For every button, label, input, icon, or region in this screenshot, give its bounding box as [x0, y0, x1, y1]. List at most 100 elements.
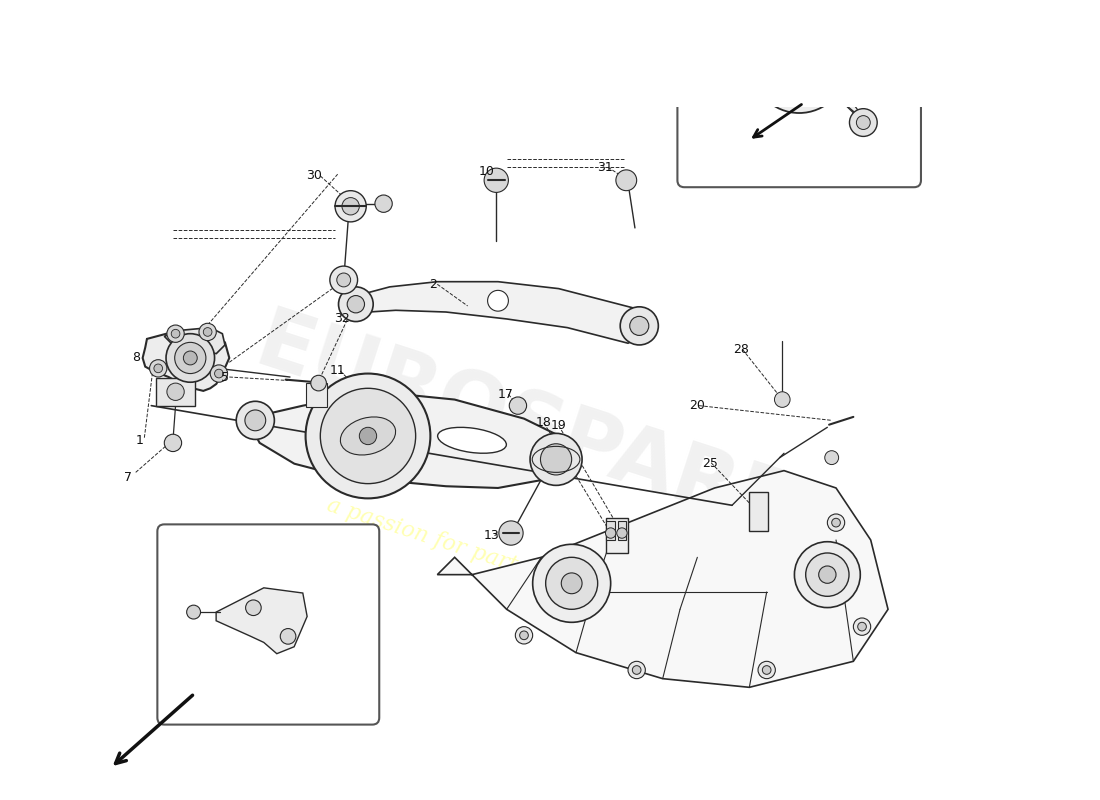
- Text: 18: 18: [536, 417, 552, 430]
- FancyBboxPatch shape: [157, 524, 380, 725]
- Circle shape: [827, 514, 845, 531]
- Text: 20: 20: [690, 399, 705, 412]
- Circle shape: [616, 170, 637, 190]
- Circle shape: [605, 528, 616, 538]
- Circle shape: [330, 266, 358, 294]
- Polygon shape: [740, 0, 795, 33]
- Circle shape: [561, 573, 582, 594]
- Circle shape: [532, 544, 610, 622]
- FancyBboxPatch shape: [678, 0, 921, 187]
- Text: 5: 5: [221, 370, 229, 383]
- Circle shape: [184, 351, 197, 365]
- Text: a passion for parts since 1985: a passion for parts since 1985: [324, 494, 654, 620]
- Text: 19: 19: [551, 419, 566, 432]
- Circle shape: [628, 662, 646, 678]
- Circle shape: [629, 316, 649, 335]
- Circle shape: [519, 631, 528, 640]
- Bar: [749, 492, 769, 531]
- Circle shape: [187, 605, 200, 619]
- Text: 1: 1: [136, 434, 144, 446]
- Circle shape: [857, 116, 870, 130]
- Text: 8: 8: [132, 351, 140, 365]
- Text: 25: 25: [703, 458, 718, 470]
- Circle shape: [342, 198, 360, 215]
- Circle shape: [172, 330, 180, 338]
- Circle shape: [245, 600, 261, 615]
- Circle shape: [245, 410, 266, 430]
- Text: 31: 31: [596, 161, 613, 174]
- Bar: [155, 378, 195, 406]
- Circle shape: [311, 375, 327, 391]
- Circle shape: [199, 323, 217, 341]
- Circle shape: [214, 370, 223, 378]
- Circle shape: [306, 374, 430, 498]
- Circle shape: [849, 109, 877, 137]
- Circle shape: [336, 190, 366, 222]
- Text: 2: 2: [429, 278, 437, 290]
- Circle shape: [758, 662, 776, 678]
- Circle shape: [854, 618, 871, 635]
- Circle shape: [204, 328, 212, 336]
- Ellipse shape: [777, 50, 822, 81]
- Circle shape: [858, 9, 870, 21]
- Text: EUROSPARE: EUROSPARE: [246, 302, 802, 552]
- Circle shape: [730, 0, 761, 3]
- Circle shape: [150, 360, 167, 377]
- Circle shape: [337, 273, 351, 287]
- Circle shape: [540, 444, 572, 475]
- Circle shape: [805, 553, 849, 596]
- Text: 28: 28: [733, 342, 749, 356]
- Circle shape: [825, 450, 838, 465]
- Circle shape: [154, 364, 163, 373]
- Text: 11: 11: [330, 365, 345, 378]
- Circle shape: [360, 427, 376, 445]
- Circle shape: [620, 307, 658, 345]
- Bar: [606, 518, 628, 553]
- Circle shape: [791, 57, 807, 74]
- Polygon shape: [816, 76, 867, 122]
- Circle shape: [375, 195, 393, 212]
- Circle shape: [546, 558, 597, 610]
- Ellipse shape: [438, 427, 506, 454]
- Text: 13: 13: [484, 529, 499, 542]
- Polygon shape: [164, 328, 226, 354]
- Ellipse shape: [340, 417, 396, 455]
- Circle shape: [339, 287, 373, 322]
- Circle shape: [858, 622, 867, 631]
- Circle shape: [832, 518, 840, 527]
- Circle shape: [818, 566, 836, 583]
- Circle shape: [175, 342, 206, 374]
- Polygon shape: [216, 588, 307, 654]
- Circle shape: [167, 383, 184, 401]
- Circle shape: [515, 626, 532, 644]
- Circle shape: [484, 168, 508, 193]
- Circle shape: [280, 629, 296, 644]
- Circle shape: [762, 666, 771, 674]
- Circle shape: [617, 528, 627, 538]
- Polygon shape: [438, 470, 888, 687]
- Circle shape: [509, 397, 527, 414]
- Text: 17: 17: [498, 388, 514, 401]
- Text: 32: 32: [334, 313, 350, 326]
- Polygon shape: [143, 332, 229, 391]
- Circle shape: [774, 392, 790, 407]
- Circle shape: [751, 18, 847, 113]
- Text: 7: 7: [124, 471, 132, 484]
- Circle shape: [166, 334, 214, 382]
- Circle shape: [764, 30, 834, 100]
- Circle shape: [348, 295, 364, 313]
- Circle shape: [210, 365, 228, 382]
- Circle shape: [164, 434, 182, 451]
- Circle shape: [851, 2, 877, 28]
- Circle shape: [167, 325, 184, 342]
- Circle shape: [236, 402, 274, 439]
- Polygon shape: [348, 282, 646, 343]
- Bar: [617, 521, 626, 540]
- Circle shape: [320, 388, 416, 484]
- Circle shape: [499, 521, 524, 545]
- Bar: [606, 521, 615, 540]
- Polygon shape: [246, 394, 568, 488]
- Text: 30: 30: [306, 170, 322, 182]
- Bar: [306, 383, 327, 407]
- Circle shape: [487, 290, 508, 311]
